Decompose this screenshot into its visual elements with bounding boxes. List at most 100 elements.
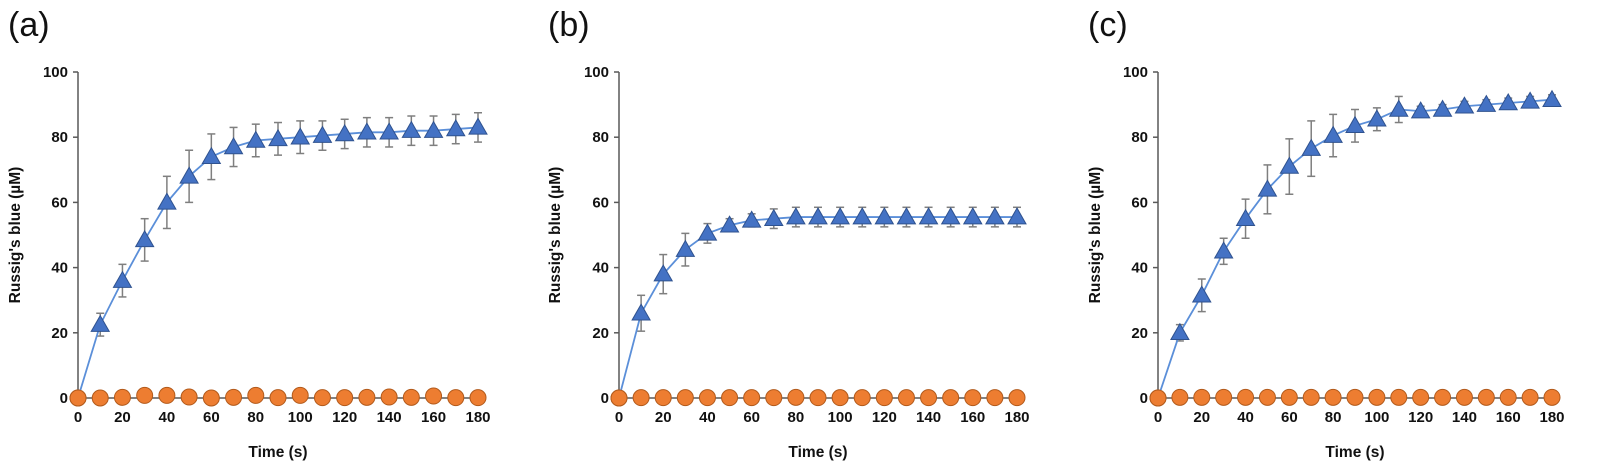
control-point [787, 388, 805, 406]
x-tick-label: 140 [1452, 409, 1477, 426]
control-point [698, 389, 716, 407]
control-point [1280, 388, 1298, 406]
control-point-origin [1149, 389, 1167, 407]
y-axis-title: Russig's blue (µM) [1087, 167, 1104, 304]
control-point [402, 388, 420, 406]
x-tick-label: 60 [203, 409, 220, 426]
treated-point [786, 207, 806, 225]
x-tick-label: 80 [1325, 409, 1342, 426]
y-tick-label: 40 [51, 260, 68, 277]
treated-point [675, 239, 696, 257]
treated-point [918, 207, 939, 225]
control-point [180, 388, 198, 406]
treated-point [1432, 99, 1453, 117]
treated-point [401, 120, 422, 138]
treated-point [1235, 208, 1256, 226]
treated-point [290, 127, 311, 145]
y-tick-label: 100 [584, 64, 609, 81]
x-tick-label: 0 [1154, 409, 1162, 426]
treated-point [1454, 96, 1475, 114]
treated-point [874, 207, 895, 225]
control-point [897, 389, 915, 407]
treated-point [1520, 91, 1540, 109]
y-tick-label: 60 [51, 194, 68, 211]
treated-point [962, 207, 983, 225]
chart-panel-c: (c) 0 20 40 60 80 100 0 20 40 60 80 100 120 140 160 180 T… [1087, 6, 1565, 461]
x-tick-label: 160 [421, 409, 446, 426]
control-point [269, 389, 287, 407]
x-tick-label: 40 [699, 409, 716, 426]
y-tick-label: 0 [60, 390, 68, 407]
treated-point [896, 207, 917, 225]
control-point [853, 389, 871, 407]
y-tick-label: 60 [1131, 194, 1148, 211]
control-point-origin [69, 389, 87, 407]
treated-point [1279, 156, 1300, 174]
control-point [1324, 388, 1342, 406]
x-tick-label: 160 [960, 409, 985, 426]
control-point [1521, 388, 1539, 406]
control-point [875, 389, 893, 407]
control-point [743, 389, 761, 407]
control-point [202, 389, 220, 407]
control-point [358, 388, 376, 406]
panel-label: (b) [548, 6, 590, 44]
y-tick-label: 0 [601, 390, 609, 407]
treated-series-line [618, 216, 1017, 399]
x-tick-label: 0 [615, 409, 623, 426]
x-tick-label: 80 [788, 409, 805, 426]
x-axis-title: Time (s) [248, 444, 307, 461]
control-point [1499, 388, 1517, 406]
control-point [942, 389, 960, 407]
control-point [291, 386, 309, 404]
control-point [809, 389, 827, 407]
treated-point [1476, 94, 1497, 112]
y-tick-label: 80 [592, 129, 609, 146]
treated-point [631, 303, 651, 321]
x-tick-label: 140 [916, 409, 941, 426]
treated-point [379, 122, 399, 140]
control-point [632, 389, 650, 407]
control-point [654, 389, 672, 407]
control-point [1346, 388, 1364, 406]
x-tick-label: 100 [1364, 409, 1389, 426]
control-point [1193, 388, 1211, 406]
treated-point [223, 136, 244, 155]
control-point [1477, 388, 1495, 406]
x-tick-label: 80 [247, 409, 264, 426]
treated-point [653, 264, 674, 282]
x-tick-label: 20 [1193, 409, 1210, 426]
control-point [986, 389, 1004, 407]
treated-point [852, 207, 873, 225]
panel-label: (a) [8, 6, 50, 44]
treated-point [357, 122, 377, 140]
treated-point [830, 207, 850, 225]
treated-point [1388, 99, 1409, 117]
treated-point [1367, 109, 1387, 127]
y-tick-label: 60 [592, 194, 609, 211]
x-tick-label: 140 [377, 409, 402, 426]
treated-point [312, 125, 333, 143]
x-tick-label: 120 [1408, 409, 1433, 426]
y-tick-label: 80 [51, 129, 68, 146]
treated-point [423, 120, 444, 138]
control-point [225, 388, 243, 406]
x-tick-label: 100 [828, 409, 853, 426]
y-tick-label: 40 [1131, 260, 1148, 277]
y-tick-label: 100 [1123, 64, 1148, 81]
control-point [1008, 389, 1026, 407]
control-point [1171, 388, 1189, 406]
x-tick-label: 120 [872, 409, 897, 426]
x-tick-label: 180 [1004, 409, 1029, 426]
treated-point [808, 207, 828, 225]
x-tick-label: 60 [1281, 409, 1298, 426]
control-point [91, 389, 109, 407]
treated-point [179, 166, 199, 184]
chart-panel-a: (a) 0 20 40 60 80 100 0 20 40 60 80 100 120 140 160 180 T… [7, 6, 491, 461]
treated-point [1410, 101, 1431, 119]
treated-point [201, 146, 222, 165]
treated-point [157, 192, 177, 210]
control-point [158, 386, 176, 404]
y-tick-label: 20 [1131, 325, 1148, 342]
